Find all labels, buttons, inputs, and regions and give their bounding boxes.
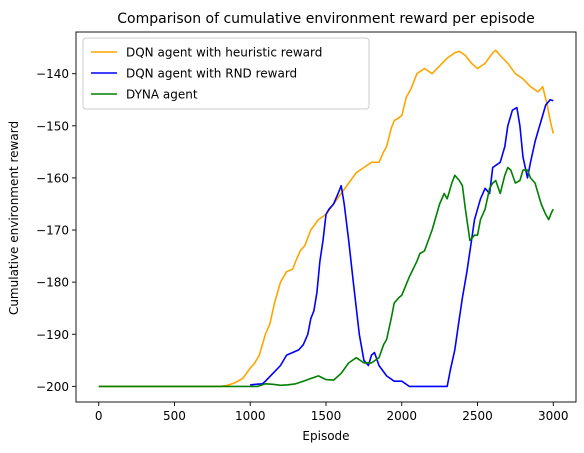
series-layer (98, 49, 555, 388)
ticks-layer: 0 500 1000 1500 2000 2500 3000 −200 −190 −180 −170… (36, 67, 569, 423)
y-tick-label: −190 (36, 328, 69, 342)
y-axis-label: Cumulative environment reward (7, 121, 21, 315)
legend-box (82, 37, 370, 110)
y-tick-label: −200 (36, 380, 69, 394)
legend-label: DQN agent with RND reward (126, 67, 297, 81)
chart-title: Comparison of cumulative environment rew… (117, 11, 535, 27)
y-tick-label: −170 (36, 224, 69, 238)
x-tick-label: 0 (95, 409, 103, 423)
series-line-3 (98, 166, 554, 388)
x-tick-label: 1000 (235, 409, 266, 423)
series-line-2 (250, 98, 554, 388)
x-tick-label: 1500 (311, 409, 342, 423)
legend: DQN agent with heuristic reward DQN agent… (82, 37, 370, 110)
x-tick-label: 2500 (462, 409, 493, 423)
y-tick-label: −140 (36, 67, 69, 81)
x-axis-label: Episode (302, 429, 349, 443)
legend-label: DQN agent with heuristic reward (126, 46, 322, 60)
y-tick-label: −150 (36, 119, 69, 133)
legend-label: DYNA agent (126, 88, 198, 102)
y-tick-label: −160 (36, 171, 69, 185)
plot-frame (75, 31, 577, 403)
x-tick-label: 3000 (538, 409, 569, 423)
y-tick-label: −180 (36, 276, 69, 290)
x-tick-label: 500 (163, 409, 186, 423)
series-line-1 (98, 49, 555, 388)
x-tick-label: 2000 (386, 409, 417, 423)
